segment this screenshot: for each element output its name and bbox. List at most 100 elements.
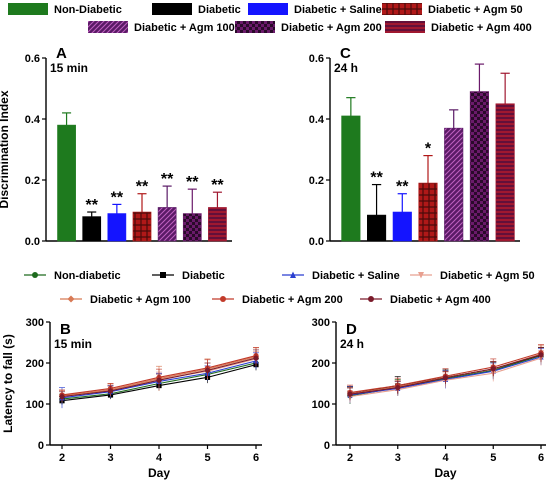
significance-label-6: **	[186, 174, 199, 191]
panel-letter: A	[56, 45, 67, 62]
significance-label-7: **	[211, 177, 224, 194]
legend-marker-3	[290, 271, 296, 278]
x-tick-label: 4	[156, 452, 163, 464]
legend-label-2: Diabetic	[182, 270, 225, 282]
bar-5	[157, 207, 177, 242]
legend-swatch-6	[235, 21, 275, 33]
bar-7	[208, 207, 227, 242]
legend-label-4: Diabetic + Agm 50	[440, 270, 535, 282]
legend-label-7: Diabetic + Agm 400	[390, 294, 491, 306]
legend-swatch-5	[88, 21, 128, 33]
panel-subtitle: 24 h	[334, 61, 358, 75]
legend-label-2: Diabetic	[198, 4, 241, 16]
line-legend: Non-diabetic Diabetic Diabetic + Saline Dia…	[24, 270, 535, 306]
legend-swatch-1	[8, 3, 48, 15]
x-tick-label: 6	[538, 452, 544, 464]
legend-swatch-4	[382, 3, 422, 15]
y-tick-label: 100	[312, 399, 330, 411]
data-point	[107, 388, 114, 394]
significance-label-3: **	[396, 179, 409, 196]
legend-marker-6	[220, 296, 226, 302]
legend-label-5: Diabetic + Agm 100	[90, 294, 191, 306]
x-tick-label: 3	[395, 452, 401, 464]
bar-5	[444, 127, 464, 242]
panel-subtitle: 24 h	[340, 337, 364, 351]
legend-marker-2	[160, 272, 166, 278]
y-tick-label: 200	[26, 358, 44, 370]
y-tick-label: 0.6	[25, 53, 40, 65]
panel-letter: B	[60, 321, 71, 338]
bar-4	[418, 182, 438, 242]
data-point	[442, 375, 449, 381]
bar-legend: Non-Diabetic Diabetic Diabetic + Saline Dia…	[8, 3, 532, 34]
bar-3	[107, 213, 127, 242]
data-point	[347, 391, 353, 397]
panel-letter: D	[346, 321, 357, 338]
legend-label-5: Diabetic + Agm 100	[134, 22, 235, 34]
legend-label-1: Non-diabetic	[54, 270, 121, 282]
data-point	[490, 366, 496, 372]
legend-label-4: Diabetic + Agm 50	[428, 4, 523, 16]
data-point	[395, 385, 401, 391]
x-tick-label: 5	[204, 452, 210, 464]
legend-marker-7	[368, 296, 374, 302]
x-tick-label: 2	[347, 452, 353, 464]
x-tick-label: 3	[107, 452, 113, 464]
bar-6	[469, 91, 489, 242]
x-axis-label: Day	[434, 466, 456, 480]
y-tick-label: 0.6	[309, 53, 324, 65]
panel-letter: C	[340, 45, 351, 62]
bar-1	[57, 124, 76, 242]
y-tick-label: 300	[312, 317, 330, 329]
y-tick-label: 0.4	[309, 114, 325, 126]
x-axis-label: Day	[148, 466, 170, 480]
significance-label-4: *	[425, 141, 432, 158]
legend-label-3: Diabetic + Saline	[312, 270, 400, 282]
panel-subtitle: 15 min	[50, 61, 88, 75]
bar-3	[392, 211, 412, 242]
y-tick-label: 0.0	[25, 236, 40, 248]
legend-label-1: Non-Diabetic	[54, 4, 122, 16]
bar-2	[367, 214, 387, 242]
y-tick-label: 0	[324, 440, 330, 452]
significance-label-3: **	[111, 189, 124, 206]
y-tick-label: 100	[26, 399, 44, 411]
x-tick-label: 6	[253, 452, 259, 464]
legend-marker-5	[67, 295, 75, 303]
data-point	[59, 394, 65, 400]
bar-1	[341, 115, 361, 242]
significance-label-2: **	[85, 197, 98, 214]
y-axis-label: Latency to fall (s)	[1, 334, 15, 433]
legend-label-3: Diabetic + Saline	[294, 4, 382, 16]
x-tick-label: 5	[490, 452, 496, 464]
y-tick-label: 0.0	[309, 236, 324, 248]
legend-swatch-3	[248, 3, 288, 15]
legend-label-7: Diabetic + Agm 400	[431, 22, 532, 34]
panel-subtitle: 15 min	[54, 337, 92, 351]
bar-7	[495, 103, 515, 242]
y-tick-label: 0.2	[25, 175, 40, 187]
legend-swatch-2	[152, 3, 192, 15]
legend-label-6: Diabetic + Agm 200	[281, 22, 382, 34]
panel-d-line-chart: 0 100 200 300 2 3 4 5 6 Day D24 h	[312, 317, 546, 480]
y-tick-label: 0.4	[25, 114, 41, 126]
significance-label-5: **	[161, 171, 174, 188]
y-tick-label: 0	[38, 440, 44, 452]
y-tick-label: 0.2	[309, 175, 324, 187]
bar-2	[82, 216, 102, 242]
panel-b-line-chart: 0 100 200 300 2 3 4 5 6 Day Latency to fall (s) B15…	[1, 317, 262, 480]
significance-label-2: **	[370, 170, 383, 187]
y-tick-label: 300	[26, 317, 44, 329]
x-tick-label: 2	[59, 452, 65, 464]
panel-a-bar-chart: 0.0 0.2 0.4 0.6 Discrimination Index A15 min *…	[0, 45, 232, 248]
x-tick-label: 4	[442, 452, 449, 464]
data-point	[156, 377, 162, 383]
data-point	[253, 355, 259, 361]
legend-marker-1	[32, 272, 38, 278]
legend-label-6: Diabetic + Agm 200	[242, 294, 343, 306]
y-axis-label: Discrimination Index	[0, 90, 11, 208]
significance-label-4: **	[136, 179, 149, 196]
data-point	[538, 352, 544, 358]
bar-6	[182, 213, 202, 242]
